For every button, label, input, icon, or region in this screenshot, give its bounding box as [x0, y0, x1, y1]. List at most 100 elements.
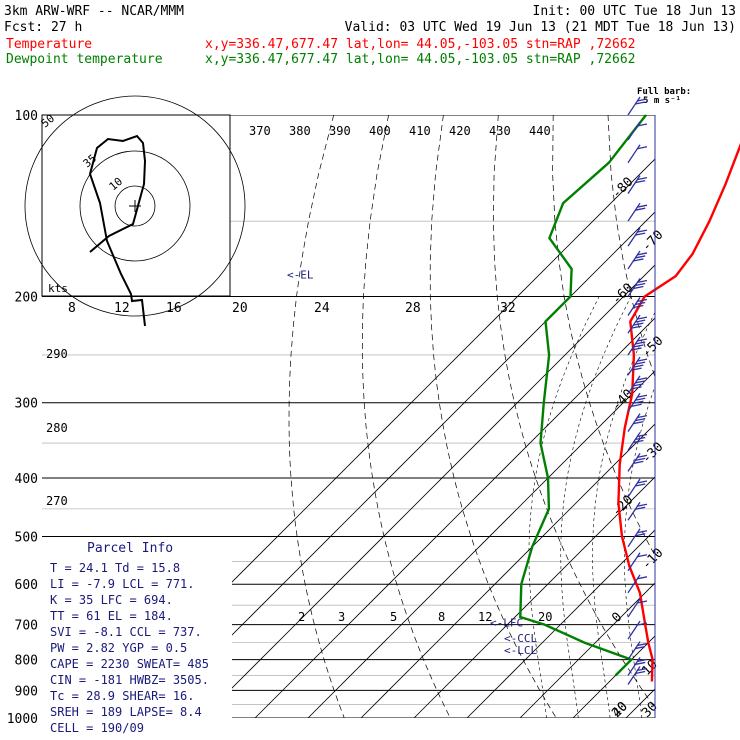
- pressure-tick-label: 200: [15, 291, 38, 306]
- wind-barb: [627, 528, 648, 548]
- dry-adiabat: [429, 115, 557, 718]
- parcel-info-row: SREH = 189 LAPSE= 8.4: [50, 705, 202, 719]
- wind-barb: [627, 453, 648, 472]
- speed-axis-label: 32: [500, 301, 516, 316]
- theta-label: 410: [409, 124, 431, 138]
- wind-barb: [627, 666, 648, 685]
- wind-barb: [627, 392, 648, 412]
- hodograph-trace: [88, 134, 147, 327]
- forecast-hour: Fcst: 27 h: [4, 20, 82, 35]
- theta-label: 400: [369, 124, 391, 138]
- init-time: Init: 00 UTC Tue 18 Jun 13: [533, 4, 737, 19]
- wind-barb: [627, 175, 648, 194]
- parcel-info-row: K = 35 LFC = 694.: [50, 593, 173, 607]
- hodograph-unit: kts: [48, 282, 68, 295]
- parcel-info-row: CIN = -181 HWBZ= 3505.: [50, 673, 209, 687]
- parcel-info-row: CAPE = 2230 SWEAT= 485: [50, 657, 209, 671]
- wind-barb: [627, 297, 648, 316]
- hodograph-ring: [24, 95, 246, 317]
- valid-time: Valid: 03 UTC Wed 19 Jun 13 (21 MDT Tue …: [345, 20, 736, 35]
- theta-label: 380: [289, 124, 311, 138]
- wind-barb: [627, 202, 648, 222]
- wind-barb: [627, 432, 648, 451]
- dry-adiabat: [552, 115, 655, 557]
- moist-adiabat: [528, 296, 600, 718]
- hodograph-ring: [114, 185, 156, 227]
- dewpoint-profile: [519, 114, 647, 677]
- isotherm: [360, 423, 655, 718]
- pressure-tick-label: 500: [15, 530, 38, 545]
- pressure-tick-label: 900: [15, 684, 38, 699]
- wind-barb: [627, 144, 648, 164]
- wind-barb: [627, 501, 648, 521]
- sounding-profiles: <-EL <-LFC <-CCL<-LCL: [287, 114, 740, 682]
- speed-axis-label: 12: [114, 301, 130, 316]
- wind-barb: [627, 356, 648, 376]
- parcel-level-marker: <-LCL: [504, 644, 537, 657]
- dry-adiabat: [288, 115, 345, 718]
- moist-adiabat: [592, 311, 655, 718]
- wind-barb: [627, 620, 648, 640]
- wind-barb: [627, 413, 648, 432]
- parcel-level-marker: <-EL: [287, 269, 314, 282]
- isotherm: [307, 370, 655, 718]
- parcel-info-row: T = 24.1 Td = 15.8: [50, 561, 180, 575]
- theta-label: 440: [529, 124, 551, 138]
- wind-barb: [627, 96, 648, 116]
- dewpoint-location: x,y=336.47,677.47 lat,lon= 44.05,-103.05…: [205, 52, 635, 67]
- wind-barb: [627, 227, 648, 247]
- wind-barb: [627, 657, 648, 676]
- isotherm: [148, 211, 655, 718]
- theta-label: 390: [329, 124, 351, 138]
- pressure-tick-label: 400: [15, 472, 38, 487]
- theta-label: 370: [249, 124, 271, 138]
- speed-axis-label: 28: [405, 301, 421, 316]
- parcel-info-row: PW = 2.82 YGP = 0.5: [50, 641, 187, 655]
- temperature-legend: Temperature: [6, 37, 92, 52]
- dry-adiabat: [492, 115, 655, 709]
- pressure-tick-label: 1000: [7, 712, 38, 727]
- mixing-ratio-label: 2: [298, 610, 305, 624]
- mixing-ratio-label: 3: [338, 610, 345, 624]
- background-grid: [42, 115, 655, 718]
- pressure-tick-label: 600: [15, 578, 38, 593]
- temperature-profile: [617, 142, 740, 682]
- isotherm: [413, 476, 655, 718]
- isotherm: [254, 317, 655, 718]
- model-title: 3km ARW-WRF -- NCAR/MMM: [4, 4, 184, 19]
- thetae-label: 280: [46, 421, 68, 435]
- dry-adiabat: [361, 115, 451, 718]
- wind-barb: [627, 375, 648, 395]
- isotherm: [519, 582, 655, 718]
- dewpoint-legend: Dewpoint temperature: [6, 52, 163, 67]
- isotherm: [466, 529, 655, 718]
- speed-axis-label: 20: [232, 301, 248, 316]
- parcel-info-box: Parcel Info T = 24.1 Td = 15.8 LI = -7.9 …: [42, 537, 232, 735]
- wind-barb: [627, 336, 648, 356]
- moist-adiabat: [623, 385, 655, 718]
- pressure-tick-label: 800: [15, 654, 38, 669]
- moist-adiabat: [560, 296, 632, 718]
- dry-adiabat: [607, 115, 655, 378]
- mixing-ratio-label: 20: [538, 610, 552, 624]
- parcel-info-row: TT = 61 EL = 184.: [50, 609, 173, 623]
- parcel-info-row: CELL = 190/09: [50, 721, 144, 735]
- wind-barb: [627, 552, 648, 572]
- wind-barb: [627, 641, 648, 660]
- wind-barb: [627, 598, 648, 618]
- wind-barb: [627, 314, 648, 334]
- thetae-label: 270: [46, 494, 68, 508]
- parcel-info-title: Parcel Info: [87, 541, 173, 556]
- parcel-level-marker: <-LFC: [490, 616, 523, 629]
- wind-barb: [627, 478, 648, 498]
- parcel-info-row: LI = -7.9 LCL = 771.: [50, 577, 195, 591]
- speed-axis-label: 24: [314, 301, 330, 316]
- hodograph-ring: [79, 150, 191, 262]
- parcel-info-row: SVI = -8.1 CCL = 737.: [50, 625, 202, 639]
- parcel-info-row: Tc = 28.9 SHEAR= 16.: [50, 689, 195, 703]
- theta-label: 420: [449, 124, 471, 138]
- barb-legend-title: Full barb:: [637, 87, 691, 97]
- mixing-ratio-label: 8: [438, 610, 445, 624]
